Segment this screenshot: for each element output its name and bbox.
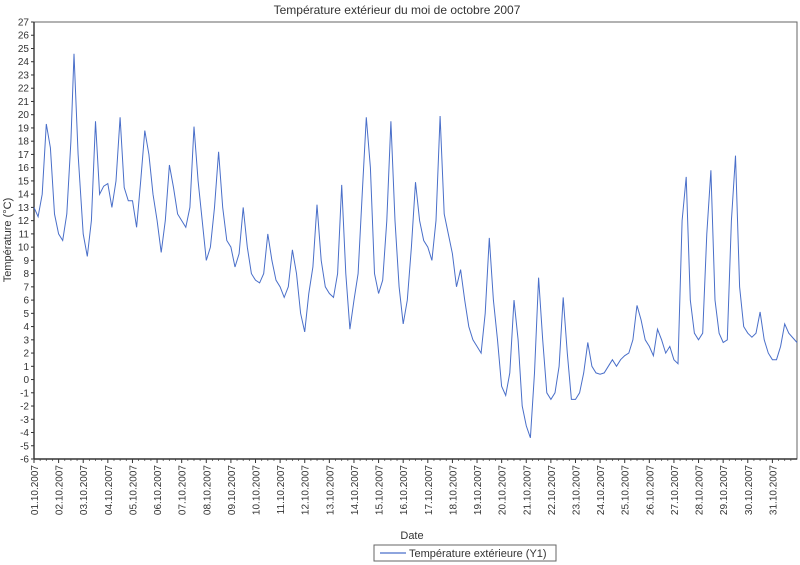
x-tick-label: 18.10.2007 (448, 465, 459, 515)
y-tick-label: 23 (18, 70, 30, 81)
x-axis-label: Date (400, 530, 423, 542)
y-tick-label: 16 (18, 163, 30, 174)
x-tick-label: 04.10.2007 (104, 465, 115, 515)
y-tick-label: 15 (18, 176, 30, 187)
y-tick-label: 11 (19, 229, 30, 240)
legend: Température extérieure (Y1) (373, 544, 557, 562)
y-tick-label: 7 (23, 282, 29, 293)
y-tick-label: 1 (23, 362, 29, 373)
x-tick-label: 01.10.2007 (30, 465, 41, 515)
chart-title: Température extérieur du moi de octobre … (274, 3, 521, 17)
x-tick-label: 22.10.2007 (547, 465, 558, 515)
x-tick-label: 23.10.2007 (571, 465, 582, 515)
plot-area-frame (33, 21, 798, 460)
x-tick-label: 10.10.2007 (252, 465, 263, 515)
y-tick-label: -5 (20, 441, 29, 452)
x-tick-label: 02.10.2007 (55, 465, 66, 515)
x-tick-label: 24.10.2007 (596, 465, 607, 515)
y-tick-label: 2 (23, 349, 29, 360)
x-tick-label: 25.10.2007 (621, 465, 632, 515)
y-tick-label: 6 (23, 296, 29, 307)
y-tick-label: 9 (23, 256, 29, 267)
y-tick-label: 27 (18, 18, 30, 29)
x-tick-label: 28.10.2007 (695, 465, 706, 515)
x-tick-label: 15.10.2007 (375, 465, 386, 515)
y-tick-label: 24 (18, 57, 30, 68)
x-tick-label: 20.10.2007 (498, 465, 509, 515)
x-tick-label: 07.10.2007 (178, 465, 189, 515)
y-tick-label: 22 (18, 84, 30, 95)
y-tick-label: 18 (18, 137, 30, 148)
x-tick-label: 19.10.2007 (473, 465, 484, 515)
x-tick-label: 06.10.2007 (153, 465, 164, 515)
y-axis-ticks: -6-5-4-3-2-10123456789101112131415161718… (18, 18, 34, 466)
x-tick-label: 27.10.2007 (670, 465, 681, 515)
x-tick-label: 08.10.2007 (202, 465, 213, 515)
x-tick-label: 21.10.2007 (522, 465, 533, 515)
x-tick-label: 13.10.2007 (325, 465, 336, 515)
y-tick-label: 25 (18, 44, 30, 55)
y-tick-label: 13 (18, 203, 30, 214)
x-tick-label: 14.10.2007 (350, 465, 361, 515)
x-tick-label: 17.10.2007 (424, 465, 435, 515)
legend-label: Température extérieure (Y1) (409, 548, 547, 560)
x-tick-label: 16.10.2007 (399, 465, 410, 515)
y-tick-label: 20 (18, 110, 30, 121)
y-axis-label: Température (°C) (2, 198, 14, 282)
x-tick-label: 11.10.2007 (276, 465, 287, 515)
x-tick-label: 29.10.2007 (719, 465, 730, 515)
series-line-temperature (33, 53, 798, 438)
y-tick-label: 26 (18, 31, 30, 42)
y-tick-label: 12 (18, 216, 30, 227)
y-tick-label: -6 (20, 455, 29, 466)
y-tick-label: 14 (18, 190, 30, 201)
x-tick-label: 31.10.2007 (768, 465, 779, 515)
x-axis-ticks: 01.10.2007 02.10.2007 03.10.2007 04.10.2007… (30, 459, 792, 515)
x-tick-label: 30.10.2007 (744, 465, 755, 515)
y-tick-label: 3 (23, 335, 29, 346)
y-tick-label: 8 (23, 269, 29, 280)
x-tick-label: 09.10.2007 (227, 465, 238, 515)
legend-box (373, 544, 557, 562)
y-tick-label: 17 (18, 150, 30, 161)
y-tick-label: -3 (20, 415, 29, 426)
y-tick-label: -2 (20, 402, 29, 413)
y-tick-label: 0 (23, 375, 29, 386)
x-tick-label: 05.10.2007 (128, 465, 139, 515)
y-tick-label: -1 (20, 388, 29, 399)
y-tick-label: 5 (23, 309, 29, 320)
y-tick-label: 4 (23, 322, 29, 333)
y-tick-label: 19 (18, 123, 30, 134)
y-tick-label: -4 (20, 428, 29, 439)
x-tick-label: 12.10.2007 (301, 465, 312, 515)
y-tick-label: 10 (18, 243, 30, 254)
x-tick-label: 03.10.2007 (79, 465, 90, 515)
x-tick-label: 26.10.2007 (645, 465, 656, 515)
y-tick-label: 21 (18, 97, 30, 108)
